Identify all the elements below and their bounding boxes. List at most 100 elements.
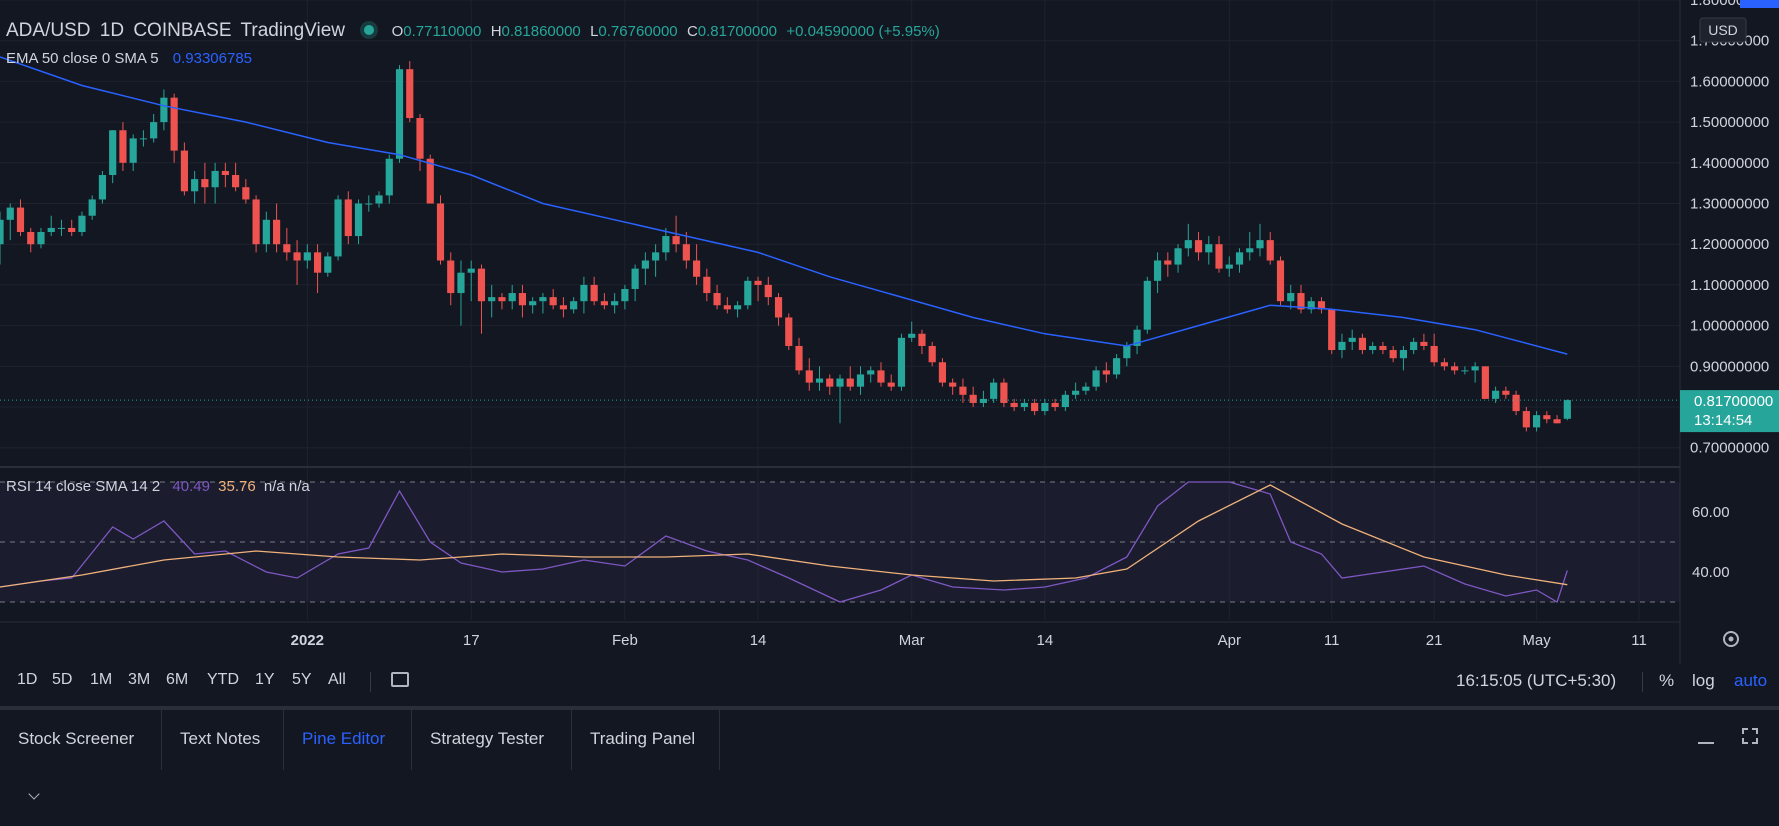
legend-o-label: O [391,23,404,40]
chevron-down-icon[interactable] [28,788,40,800]
candle-body [979,398,987,403]
candle [1553,415,1561,424]
candle [693,244,701,285]
tab-trading-panel[interactable]: Trading Panel [572,710,720,770]
candle-body [1338,341,1346,351]
candle-body [1399,350,1407,359]
candle-body [78,215,86,232]
candle-body [580,284,588,302]
candle [1266,232,1274,265]
candle [293,240,301,285]
tab-strategy-tester[interactable]: Strategy Tester [412,710,572,770]
time-axis[interactable]: 2022 17 Feb 14 Mar 14 Apr 11 21 May 11 [291,632,1647,649]
maximize-icon[interactable] [1742,728,1758,744]
candle [1164,252,1172,277]
range-button-all[interactable]: All [328,671,346,688]
candle-body [1020,402,1028,408]
candle-body [672,236,680,245]
candle [1358,333,1367,355]
candle-body [119,130,127,163]
candle-body [600,301,608,306]
candle [1010,398,1018,412]
range-button-5d[interactable]: 5D [52,671,73,688]
chart-canvas[interactable]: 1.800000001.700000001.600000001.50000000… [0,0,1779,664]
range-button-1d[interactable]: 1D [17,671,38,688]
candle [1153,252,1162,294]
candle-body [1153,260,1162,281]
rsi-axis[interactable]: 60.00 40.00 [1692,504,1730,581]
candle-body [1072,390,1080,395]
range-button-1y[interactable]: 1Y [255,671,275,688]
candle-body [744,280,752,306]
candle-body [774,297,783,318]
candle [897,333,906,391]
candle [1020,398,1028,412]
candle-body [1389,350,1397,359]
settings-gear-icon[interactable] [1723,631,1739,647]
candle-body [109,130,117,176]
candle-body [150,122,158,139]
candle-body [1512,394,1520,412]
range-button-5y[interactable]: 5Y [292,671,312,688]
candle [1072,382,1080,399]
currency-button[interactable] [1699,17,1747,43]
time-tick-label: 2022 [291,632,324,649]
percent-scale-toggle[interactable]: % [1659,671,1675,690]
candle [754,276,762,302]
candle [1522,407,1530,432]
legend-interval[interactable]: 1D [99,20,125,41]
candle-body [518,293,527,306]
candle [457,260,465,326]
ema-legend[interactable]: EMA 50 close 0 SMA 5 0.93306785 [6,50,256,67]
candle [815,366,824,391]
candle-body [1123,345,1131,359]
candle [406,61,414,123]
tab-text-notes[interactable]: Text Notes [162,710,284,770]
candle-body [1194,240,1203,253]
rsi-legend[interactable]: RSI 14 close SMA 14 2 40.49 35.76 n/a n/… [6,478,314,495]
range-button-3m[interactable]: 3M [128,671,151,688]
candle [1000,378,1008,408]
candle [631,264,639,302]
auto-scale-toggle[interactable]: auto [1734,671,1768,690]
candle [47,215,55,237]
candle-body [273,219,281,245]
candle [1225,256,1233,277]
candle-body [447,260,455,294]
candle-body [693,260,701,277]
clock-display[interactable]: 16:15:05 (UTC+5:30) [1456,671,1617,690]
calendar-range-icon[interactable] [391,672,409,687]
legend-symbol[interactable]: ADA/USD [6,20,91,41]
tab-pine-editor[interactable]: Pine Editor [284,710,412,770]
time-tick-label: 11 [1324,632,1340,649]
minimize-icon[interactable] [1698,742,1714,744]
tab-stock-screener[interactable]: Stock Screener [0,710,162,800]
range-button-ytd[interactable]: YTD [207,671,239,688]
candle [0,211,4,265]
candle [354,199,363,245]
rsi-sma-legend-value: 35.76 [218,478,256,495]
candle [928,341,936,367]
time-tick-label: 14 [750,632,767,649]
candle [774,293,783,326]
candle [1440,358,1448,371]
tab-pine-editor-label: Pine Editor [302,729,386,748]
candle-body [1358,337,1367,351]
candle [477,264,486,334]
candle [1410,337,1418,355]
candle-body [37,232,45,245]
candle-body [232,175,240,188]
ema-line [0,56,1568,355]
candle [805,358,813,391]
log-scale-toggle[interactable]: log [1692,671,1715,690]
candle-body [1502,390,1510,395]
candle [887,374,895,391]
range-button-1m[interactable]: 1M [90,671,113,688]
candle-body [221,170,229,176]
candle-body [559,305,567,310]
range-button-6m[interactable]: 6M [166,671,189,688]
candle-body [98,175,107,200]
candle-body [365,203,373,205]
price-axis[interactable]: 1.800000001.700000001.600000001.50000000… [1690,0,1769,457]
candle-body [990,382,998,399]
